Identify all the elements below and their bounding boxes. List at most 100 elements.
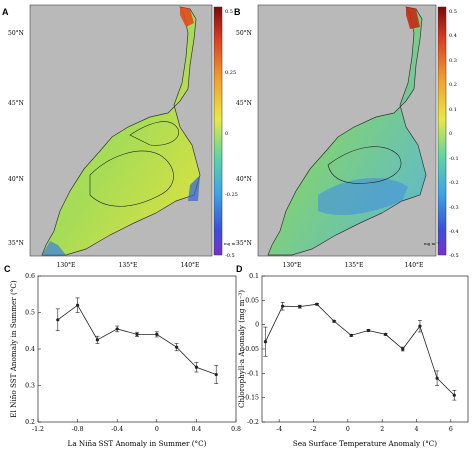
- lat-label: 45°N: [8, 100, 24, 107]
- lon-label: 140°E: [405, 262, 424, 269]
- lat-label: 45°N: [236, 100, 252, 107]
- data-point: [452, 393, 456, 397]
- colorbar-tick: -0.5: [225, 253, 235, 259]
- data-point: [366, 328, 371, 333]
- x-tick-label: 0: [346, 426, 350, 433]
- sea-anomaly-hotspot: [406, 7, 420, 29]
- data-point: [214, 372, 218, 377]
- panel-d: D -4 -2 0 2 4 6 0.1 0.05 0 -0.05 -0.1 -0.15 -0.2 Sea…: [236, 264, 469, 448]
- y-tick-label: 0.4: [25, 346, 35, 353]
- x-tick-label: -2: [310, 426, 316, 433]
- data-point: [76, 303, 80, 307]
- colorbar-tick: -0.4: [449, 229, 459, 235]
- colorbar-tick: -0.2: [449, 180, 459, 186]
- lat-label: 35°N: [8, 240, 24, 247]
- x-tick-label: -1.2: [32, 426, 44, 433]
- x-tick-label: 0.4: [191, 426, 201, 433]
- x-tick-label: 0: [155, 426, 159, 433]
- y-axis-label: El Niño SST Anomaly in Summer (°C): [9, 280, 18, 418]
- data-point: [384, 332, 388, 336]
- colorbar-ticks: 0.5 0.4 0.3 0.2 0.1 0 -0.1 -0.2 -0.3 -0.…: [424, 9, 459, 259]
- colorbar-tick: -0.3: [449, 205, 459, 211]
- lon-label: 130°E: [57, 262, 76, 269]
- y-tick-label: -0.15: [243, 395, 259, 402]
- sea-anomaly-east: [188, 175, 200, 201]
- colorbar-tick: 0.1: [449, 107, 457, 113]
- panel-c: C -1.2 -0.8 -0.4 0 0.4 0.8 0.6 0.5 0.4 0.3 0.2 La …: [4, 264, 241, 448]
- sea-anomaly-cold: [318, 177, 408, 216]
- lon-label: 140°E: [181, 262, 200, 269]
- lat-label: 40°N: [8, 176, 24, 183]
- x-tick-label: 0.8: [231, 426, 241, 433]
- lon-label: 135°E: [345, 262, 364, 269]
- data-point: [418, 324, 422, 328]
- y-tick-label: -0.2: [247, 419, 259, 426]
- colorbar-unit: mg m⁻³: [224, 241, 240, 246]
- series-line: [265, 303, 455, 396]
- lon-label: 135°E: [119, 262, 138, 269]
- colorbar-ticks: 0.5 0.25 0 -0.25 -0.5 mg m⁻³: [224, 9, 240, 259]
- x-tick-label: 4: [415, 426, 419, 433]
- lon-labels: 130°E 135°E 140°E: [57, 262, 200, 269]
- y-tick-label: -0.1: [247, 370, 259, 377]
- colorbar-tick: 0.5: [449, 9, 457, 15]
- colorbar-tick: -0.1: [449, 156, 459, 162]
- colorbar-tick: -0.5: [449, 253, 459, 259]
- lat-labels: 50°N 45°N 40°N 35°N: [8, 30, 24, 247]
- contour-line: [327, 146, 402, 184]
- plot-frame: [261, 275, 469, 423]
- contour-line: [129, 121, 179, 146]
- lat-labels: 50°N 45°N 40°N 35°N: [236, 30, 252, 247]
- data-point: [332, 319, 336, 323]
- panel-letter: D: [236, 264, 243, 274]
- colorbar-unit: mg m⁻³: [424, 241, 440, 246]
- y-axis-label: Chlorophyll-a Anomaly (mg m⁻³): [237, 290, 246, 408]
- y-tick-label: -0.05: [243, 346, 259, 353]
- x-tick-label: 6: [449, 426, 453, 433]
- series-line: [57, 304, 217, 375]
- panel-letter: B: [234, 7, 241, 17]
- colorbar-tick: 0: [225, 131, 228, 137]
- panel-a: A 50°N 45°N 40°N 35°N 130°E 135°E 140°E …: [2, 4, 240, 269]
- y-tick-label: 0.2: [25, 419, 35, 426]
- data-point: [175, 345, 179, 349]
- y-tick-label: 0.05: [245, 297, 259, 304]
- lat-label: 50°N: [236, 30, 252, 37]
- data-point: [135, 332, 139, 336]
- y-tick-label: 0.3: [25, 383, 35, 390]
- x-axis-label: Sea Surface Temperature Anomaly (°C): [293, 439, 437, 448]
- y-tick-label: 0: [255, 322, 259, 329]
- y-tick-label: 0.1: [249, 273, 259, 280]
- lon-label: 130°E: [283, 262, 302, 269]
- colorbar-tick: 0.5: [225, 9, 233, 15]
- colorbar-tick: -0.25: [225, 192, 238, 198]
- data-point: [401, 347, 405, 351]
- y-tick-label: 0.5: [25, 310, 35, 317]
- x-tick-label: -0.8: [72, 426, 84, 433]
- x-tick-label: -0.4: [111, 426, 123, 433]
- colorbar: [213, 6, 223, 256]
- panel-letter: C: [4, 264, 11, 274]
- plot-frame: [37, 275, 237, 423]
- panel-b: B 50°N 45°N 40°N 35°N 130°E 135°E 140°E …: [234, 4, 459, 269]
- x-tick-label: -4: [276, 426, 282, 433]
- contour-line: [89, 150, 174, 207]
- y-tick-label: 0.6: [25, 273, 35, 280]
- colorbar-tick: 0.3: [449, 58, 457, 64]
- x-tick-label: 2: [380, 426, 384, 433]
- lon-labels: 130°E 135°E 140°E: [283, 262, 424, 269]
- data-point: [155, 332, 159, 336]
- chart-d: -4 -2 0 2 4 6 0.1 0.05 0 -0.05 -0.1 -0.15 -0.2: [243, 273, 457, 433]
- colorbar-tick: 0.4: [449, 33, 457, 39]
- chart-c: -1.2 -0.8 -0.4 0 0.4 0.8 0.6 0.5 0.4 0.3 0.2: [25, 273, 241, 433]
- data-point: [315, 302, 319, 306]
- data-point: [435, 376, 439, 380]
- x-axis-label: La Niña SST Anomaly in Summer (°C): [68, 439, 207, 448]
- data-point: [349, 333, 353, 337]
- colorbar-tick: 0.25: [225, 70, 236, 76]
- sea-anomaly-coast: [42, 241, 66, 255]
- lat-label: 40°N: [236, 176, 252, 183]
- data-point: [56, 318, 60, 322]
- data-point: [263, 340, 268, 344]
- colorbar: [437, 6, 447, 256]
